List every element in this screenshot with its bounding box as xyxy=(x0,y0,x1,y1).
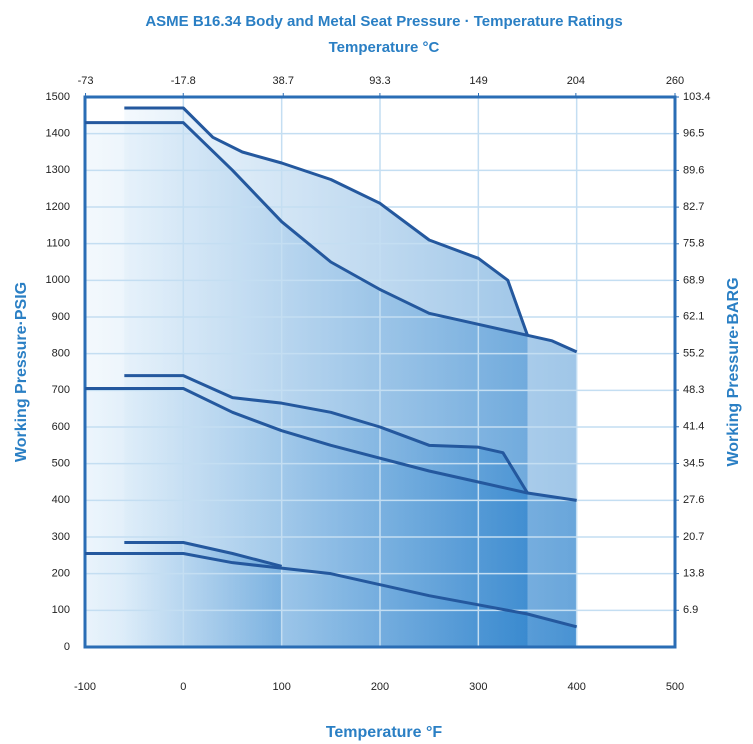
x-tick-label: 500 xyxy=(666,681,684,693)
y2-tick-label: 27.6 xyxy=(683,494,704,506)
y-tick-label: 1100 xyxy=(46,238,70,250)
y-tick-label: 1200 xyxy=(46,201,70,213)
y2-tick-label: 20.7 xyxy=(683,531,704,543)
x2-tick-label: 260 xyxy=(666,75,684,87)
y-tick-label: 100 xyxy=(52,604,70,616)
y-tick-label: 500 xyxy=(52,458,70,470)
x-tick-label: 200 xyxy=(371,681,389,693)
y-tick-label: 900 xyxy=(52,311,70,323)
y-tick-label: 300 xyxy=(52,531,70,543)
y2-tick-label: 62.1 xyxy=(683,311,704,323)
x2-tick-label: 93.3 xyxy=(369,75,390,87)
y-axis-title: Working Pressure·PSIG xyxy=(13,282,30,462)
x-tick-label: 400 xyxy=(567,681,585,693)
y-tick-label: 1300 xyxy=(46,164,70,176)
y-tick-label: 400 xyxy=(52,494,70,506)
x2-tick-label: 204 xyxy=(567,75,585,87)
y-tick-label: 1400 xyxy=(46,128,70,140)
x-tick-label: 100 xyxy=(272,681,290,693)
x2-tick-label: 149 xyxy=(469,75,487,87)
y-tick-label: 200 xyxy=(52,568,70,580)
chart-title: ASME B16.34 Body and Metal Seat Pressure… xyxy=(145,13,622,30)
series-line xyxy=(85,552,578,629)
y2-tick-label: 103.4 xyxy=(683,91,711,103)
y-tick-label: 600 xyxy=(52,421,70,433)
y2-tick-label: 34.5 xyxy=(683,457,704,469)
y2-tick-label: 75.8 xyxy=(683,238,704,250)
series-line xyxy=(124,106,529,336)
x-tick-label: 300 xyxy=(469,681,487,693)
x2-tick-label: -73 xyxy=(78,75,94,87)
y2-tick-label: 41.4 xyxy=(683,421,704,433)
y2-tick-label: 13.8 xyxy=(683,568,704,580)
y-tick-label: 1500 xyxy=(46,91,70,103)
y-tick-label: 800 xyxy=(52,348,70,360)
y2-tick-label: 89.6 xyxy=(683,164,704,176)
x-axis-title: Temperature °F xyxy=(326,724,443,741)
x2-axis-title: Temperature °C xyxy=(329,39,440,56)
y2-tick-label: 68.9 xyxy=(683,274,704,286)
x2-tick-label: 38.7 xyxy=(273,75,294,87)
plot-frame xyxy=(83,95,677,649)
series-line xyxy=(124,541,283,568)
y-tick-label: 1000 xyxy=(46,274,70,286)
series-line xyxy=(124,374,529,494)
area xyxy=(85,553,577,647)
y2-tick-label: 48.3 xyxy=(683,384,704,396)
y-tick-label: 0 xyxy=(64,641,70,653)
y2-tick-label: 55.2 xyxy=(683,347,704,359)
x-tick-label: 0 xyxy=(180,681,186,693)
y2-tick-label: 96.5 xyxy=(683,128,704,140)
y2-axis-title: Working Pressure·BARG xyxy=(725,277,742,466)
series-line xyxy=(85,121,578,354)
x2-tick-label: -17.8 xyxy=(171,75,196,87)
x-tick-label: -100 xyxy=(74,681,96,693)
y-tick-label: 700 xyxy=(52,384,70,396)
y2-tick-label: 6.9 xyxy=(683,604,698,616)
y2-tick-label: 82.7 xyxy=(683,201,704,213)
series-line xyxy=(85,387,577,502)
